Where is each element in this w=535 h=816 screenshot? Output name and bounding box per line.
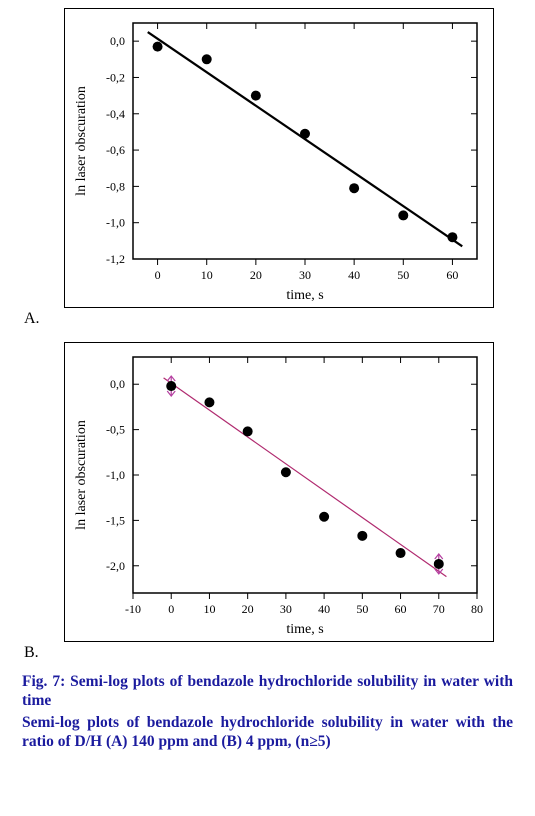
svg-text:50: 50 bbox=[356, 602, 368, 616]
svg-text:40: 40 bbox=[348, 268, 360, 282]
svg-text:-0,8: -0,8 bbox=[106, 179, 125, 193]
svg-text:-1,0: -1,0 bbox=[106, 216, 125, 230]
svg-text:ln laser obscuration: ln laser obscuration bbox=[74, 420, 89, 530]
svg-text:50: 50 bbox=[397, 268, 409, 282]
svg-text:-0,5: -0,5 bbox=[106, 423, 125, 437]
svg-text:10: 10 bbox=[203, 602, 215, 616]
caption-title: Fig. 7: Semi-log plots of bendazole hydr… bbox=[22, 672, 513, 711]
panel-a-label: A. bbox=[24, 310, 40, 328]
svg-text:20: 20 bbox=[242, 602, 254, 616]
svg-text:0: 0 bbox=[168, 602, 174, 616]
svg-text:time, s: time, s bbox=[286, 288, 323, 303]
figure-caption: Fig. 7: Semi-log plots of bendazole hydr… bbox=[0, 668, 535, 752]
svg-text:-10: -10 bbox=[125, 602, 141, 616]
svg-text:60: 60 bbox=[395, 602, 407, 616]
svg-text:time, s: time, s bbox=[286, 622, 323, 637]
caption-subtitle: Semi-log plots of bendazole hydrochlorid… bbox=[22, 713, 513, 752]
svg-text:0: 0 bbox=[155, 268, 161, 282]
svg-text:0,0: 0,0 bbox=[110, 377, 125, 391]
svg-text:-1,2: -1,2 bbox=[106, 252, 125, 266]
chart-b: -10 0 10 20 30 40 50 60 70 80 0,0 -0,5 -1,0 -1,5 -2,0 t… bbox=[64, 342, 494, 642]
svg-text:60: 60 bbox=[446, 268, 458, 282]
svg-text:-1,0: -1,0 bbox=[106, 468, 125, 482]
svg-text:30: 30 bbox=[280, 602, 292, 616]
svg-text:ln laser obscuration: ln laser obscuration bbox=[74, 86, 89, 196]
svg-text:40: 40 bbox=[318, 602, 330, 616]
svg-text:-1,5: -1,5 bbox=[106, 513, 125, 527]
chart-a: 0 10 20 30 40 50 60 0,0 -0,2 -0,4 -0,6 -0,8 -1,0 -1,2… bbox=[64, 8, 494, 308]
svg-text:30: 30 bbox=[299, 268, 311, 282]
svg-text:20: 20 bbox=[250, 268, 262, 282]
svg-text:-0,2: -0,2 bbox=[106, 70, 125, 84]
svg-text:0,0: 0,0 bbox=[110, 34, 125, 48]
panel-b-label: B. bbox=[24, 644, 39, 662]
svg-text:-0,6: -0,6 bbox=[106, 143, 125, 157]
svg-text:10: 10 bbox=[201, 268, 213, 282]
svg-text:70: 70 bbox=[433, 602, 445, 616]
svg-text:-2,0: -2,0 bbox=[106, 559, 125, 573]
svg-text:80: 80 bbox=[471, 602, 483, 616]
svg-text:-0,4: -0,4 bbox=[106, 107, 125, 121]
